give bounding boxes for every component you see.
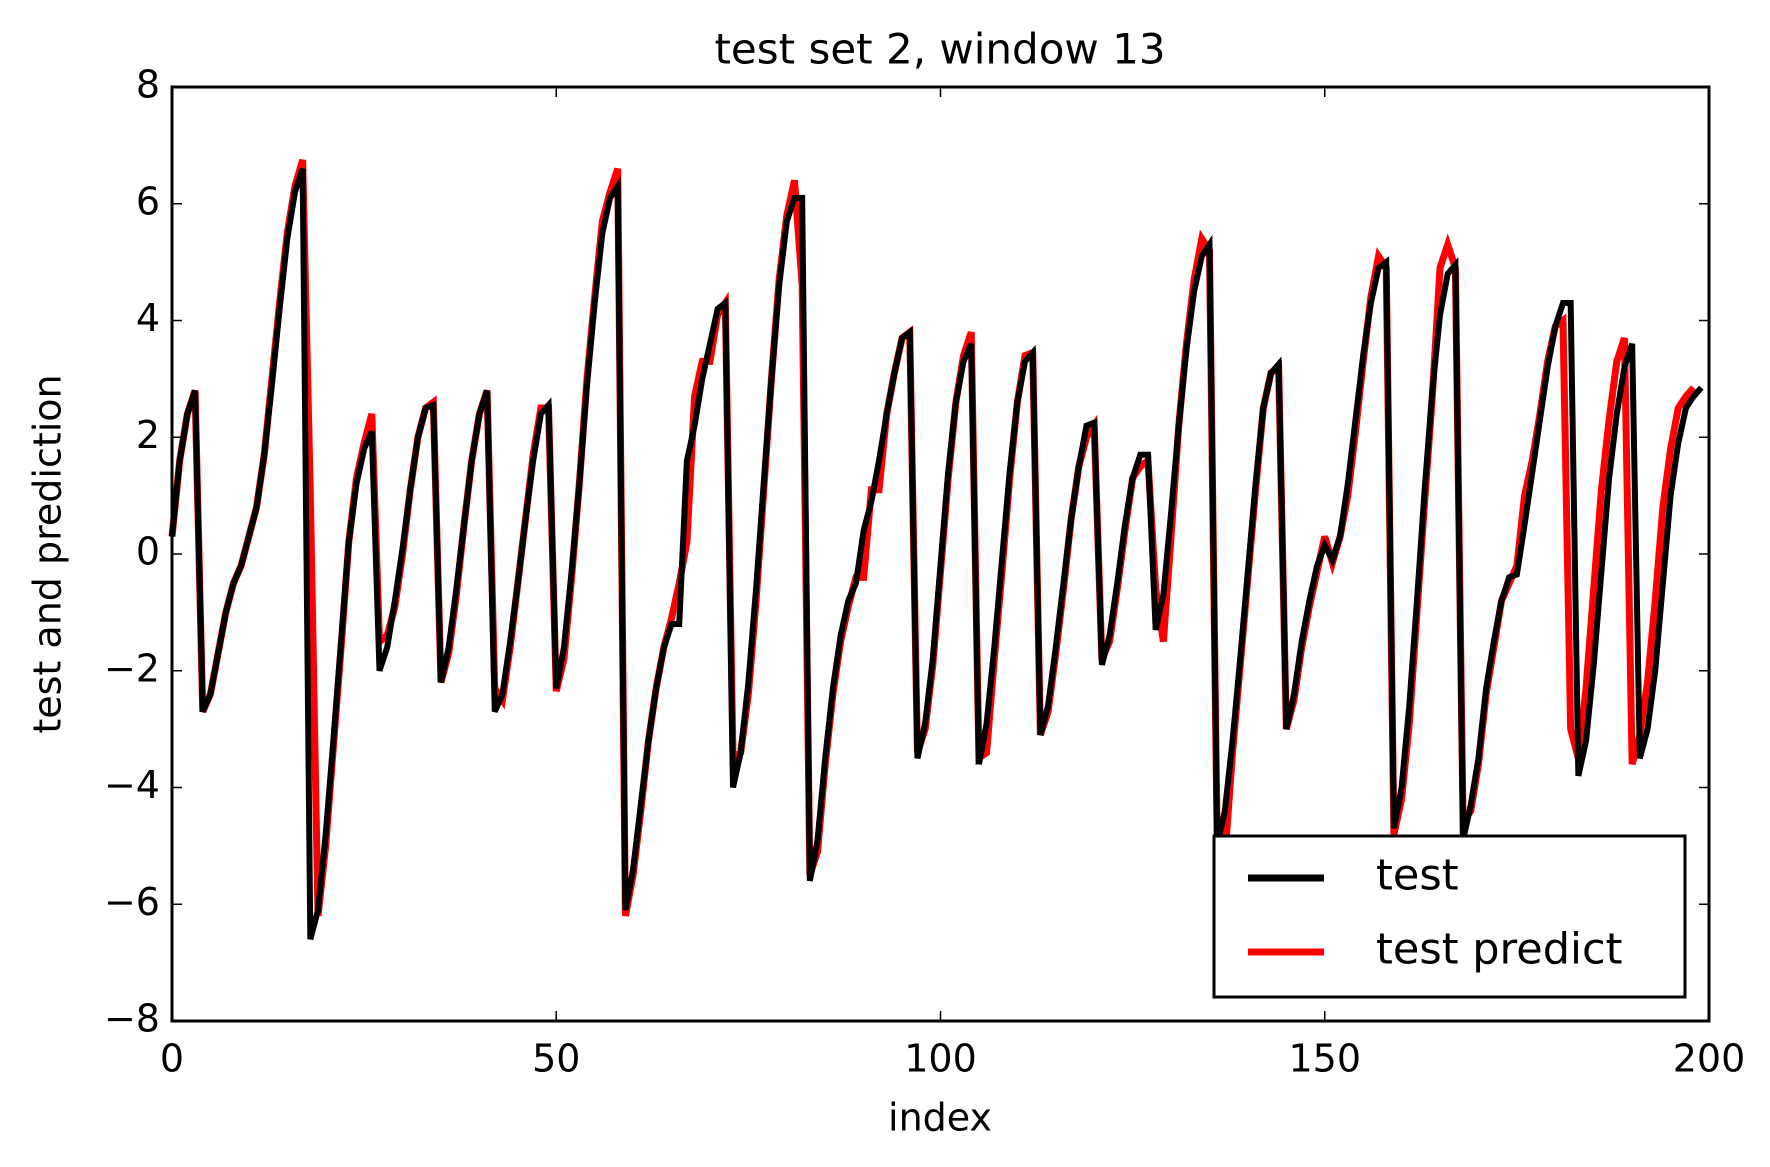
legend-label: test [1376, 851, 1459, 901]
y-axis-label: test and prediction [26, 374, 70, 733]
y-tick-label: −2 [104, 646, 160, 690]
y-tick-label: 8 [136, 63, 160, 107]
legend: test test predict [1212, 834, 1687, 999]
y-tick-label: −8 [104, 997, 160, 1041]
y-tick-label: −6 [104, 880, 160, 924]
x-tick-label: 0 [160, 1037, 184, 1081]
x-tick-label: 200 [1673, 1037, 1746, 1081]
y-tick-label: 4 [136, 296, 160, 340]
y-tick-label: 2 [136, 413, 160, 457]
x-tick-label: 50 [532, 1037, 580, 1081]
x-tick-label: 150 [1288, 1037, 1361, 1081]
line-series [169, 167, 1704, 941]
y-tick-label: 0 [136, 530, 160, 574]
y-tick-label: 6 [136, 179, 160, 223]
plot-area [168, 158, 1704, 941]
x-axis-label: index [888, 1096, 992, 1140]
legend-box [1212, 834, 1687, 999]
y-tick-label: −4 [104, 763, 160, 807]
chart-title: test set 2, window 13 [714, 25, 1165, 74]
legend-label: test predict [1376, 925, 1622, 975]
x-tick-label: 100 [904, 1037, 977, 1081]
